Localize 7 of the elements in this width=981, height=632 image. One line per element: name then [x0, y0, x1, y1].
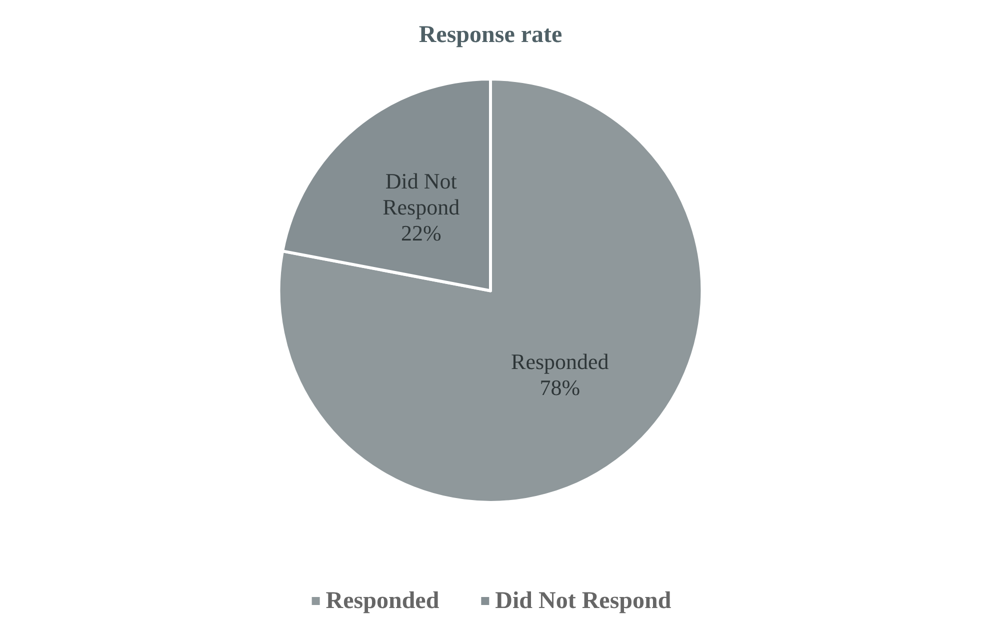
chart-title: Response rate [418, 22, 562, 48]
legend-label: Did Not Respond [495, 588, 672, 614]
legend-label: Responded [326, 588, 440, 614]
data-label: 78% [540, 375, 580, 400]
slice-label: Did Not Respond [382, 168, 460, 220]
data-label: 22% [400, 220, 442, 246]
slice-label: Responded [511, 349, 609, 374]
